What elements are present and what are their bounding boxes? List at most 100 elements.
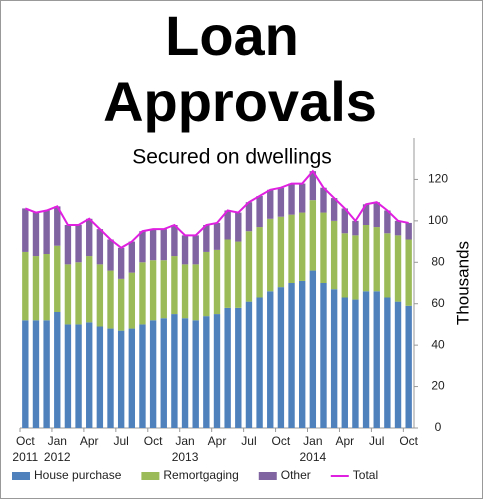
bar-segment [160, 318, 167, 428]
bar-segment [203, 316, 210, 428]
bar-segment [117, 330, 125, 428]
legend-label: Other [281, 468, 311, 482]
bar-segment [309, 171, 317, 201]
bar-segment [267, 218, 274, 292]
bar-segment [54, 312, 61, 428]
bar-segment [107, 239, 114, 271]
bar-segment [32, 320, 40, 428]
y-tick-label: 120 [428, 172, 448, 186]
bar-segment [139, 324, 146, 428]
bar-segment [22, 208, 29, 252]
bar-segment [330, 289, 338, 428]
bar-segment [32, 212, 40, 257]
x-year-label: 2013 [172, 450, 199, 464]
bar-segment [117, 247, 125, 279]
bar-segment [362, 291, 370, 428]
bar-segment [288, 283, 295, 428]
bar-segment [384, 297, 391, 428]
total-line [24, 169, 409, 249]
bar-segment [128, 328, 136, 428]
bar-segment [139, 262, 146, 325]
x-tick-label: Oct [144, 434, 163, 448]
bar-segment [298, 212, 306, 281]
bar-segment [149, 320, 157, 428]
bar-segment [309, 270, 317, 428]
bar-segment [341, 233, 348, 298]
bar-segment [96, 326, 104, 428]
bar-segment [54, 206, 61, 246]
bar-segment [298, 280, 306, 428]
title: Loan [165, 4, 299, 67]
bar-segment [352, 235, 359, 300]
legend-swatch [141, 472, 160, 480]
x-tick-label: Oct [272, 434, 291, 448]
bar-segment [43, 254, 50, 321]
bar-segment [203, 225, 210, 252]
bar-segment [362, 225, 370, 292]
bar-segment [405, 305, 412, 428]
bar-segment [245, 231, 253, 302]
bar-segment [149, 229, 157, 261]
bar-segment [384, 233, 391, 298]
bar-segment [309, 200, 317, 271]
bar-segment [22, 251, 29, 321]
bar-segment [224, 307, 231, 428]
legend-swatch [258, 472, 277, 480]
bar-segment [86, 218, 93, 257]
bar-segment [245, 301, 253, 428]
bar-segment [213, 249, 221, 315]
title: Approvals [103, 70, 377, 133]
bar-segment [22, 320, 29, 428]
bar-segment [245, 202, 253, 232]
y-tick-label: 80 [431, 254, 445, 268]
bar-segment [256, 297, 263, 428]
bar-segment [75, 324, 82, 428]
bar-segment [320, 212, 327, 283]
bar-segment [330, 198, 338, 221]
bar-segment [298, 183, 306, 213]
bar-segment [192, 235, 199, 265]
bar-segment [64, 264, 72, 325]
x-tick-label: Oct [399, 434, 418, 448]
bar-segment [373, 227, 380, 292]
legend-label: Total [353, 468, 378, 482]
bar-segment [267, 189, 274, 219]
y-tick-label: 100 [428, 213, 448, 227]
bar-segment [181, 264, 189, 319]
bar-segment [373, 291, 380, 428]
x-year-label: 2011 [12, 450, 38, 464]
bar-segment [139, 231, 146, 263]
bar-segment [224, 239, 231, 308]
legend-label: House purchase [34, 468, 122, 482]
bar-segment [235, 212, 242, 242]
bar-segment [86, 322, 93, 428]
bar-segment [277, 287, 285, 428]
y-tick-label: 20 [431, 379, 445, 393]
x-tick-label: Apr [80, 434, 99, 448]
bar-segment [256, 227, 263, 298]
bar-segment [394, 301, 402, 428]
bar-segment [117, 278, 125, 331]
bar-segment [128, 272, 136, 329]
x-tick-label: Apr [335, 434, 354, 448]
bar-segment [32, 256, 40, 321]
bar-segment [181, 318, 189, 428]
bar-segment [96, 264, 104, 327]
bar-segment [394, 235, 402, 302]
x-tick-label: Jan [303, 434, 322, 448]
x-tick-label: Oct [16, 434, 35, 448]
x-tick-label: Jul [113, 434, 128, 448]
bar-segment [341, 297, 348, 428]
bar-segment [224, 210, 231, 240]
subtitle: Secured on dwellings [132, 146, 332, 169]
bar-segment [384, 210, 391, 234]
bar-segment [171, 314, 178, 428]
bar-segment [405, 239, 412, 306]
x-tick-label: Jan [48, 434, 67, 448]
bar-segment [277, 216, 285, 288]
bar-segment [149, 260, 157, 321]
y-axis-label: Thousands [453, 241, 472, 325]
bar-segment [320, 187, 327, 213]
bar-segment [181, 235, 189, 265]
